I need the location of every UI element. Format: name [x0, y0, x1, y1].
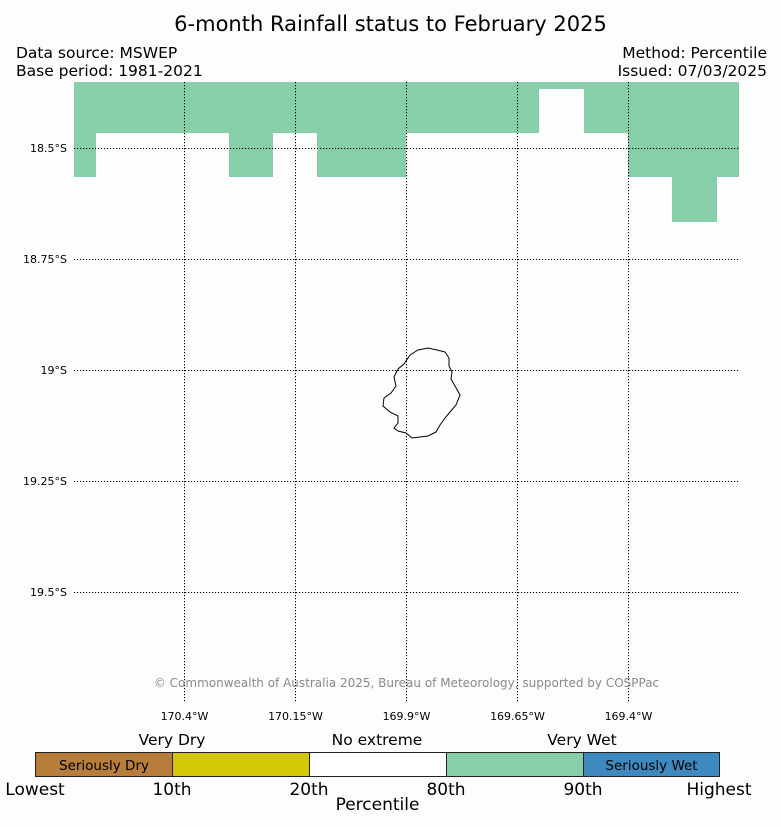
- longitude-labels: 170.4°W 170.15°W 169.9°W 169.65°W 169.4°…: [161, 710, 653, 723]
- issued-text: Issued: 07/03/2025: [617, 62, 767, 80]
- lon-label: 169.4°W: [605, 710, 653, 723]
- latitude-labels: 18.5°S 18.75°S 19°S 19.25°S 19.5°S: [23, 142, 67, 599]
- legend-tick-90th: 90th: [563, 780, 603, 800]
- legend-tick-20th: 20th: [289, 780, 329, 800]
- lon-label: 169.9°W: [383, 710, 431, 723]
- map-title: 6-month Rainfall status to February 2025: [174, 12, 607, 36]
- lat-label: 19.25°S: [23, 475, 67, 488]
- legend-tick-10th: 10th: [152, 780, 192, 800]
- very-wet-area: [74, 82, 739, 222]
- legend-tick-highest: Highest: [686, 780, 752, 800]
- legend-category-very-wet: Very Wet: [547, 731, 617, 749]
- meta-right: Method: Percentile Issued: 07/03/2025: [618, 44, 767, 80]
- meta-left: Data source: MSWEP Base period: 1981-202…: [16, 44, 203, 80]
- method-text: Method: Percentile: [622, 44, 767, 62]
- copyright-text: © Commonwealth of Australia 2025, Bureau…: [153, 676, 660, 690]
- legend-segment-no-extreme: [309, 752, 447, 777]
- lat-label: 18.75°S: [23, 253, 67, 266]
- island-outline: [382, 347, 461, 439]
- legend-tick-80th: 80th: [426, 780, 466, 800]
- legend-segment-seriously-dry: Seriously Dry: [35, 752, 173, 777]
- data-source-text: Data source: MSWEP: [16, 44, 178, 62]
- legend-tick-lowest: Lowest: [5, 780, 65, 800]
- legend-category-no-extreme: No extreme: [331, 731, 423, 749]
- lon-label: 170.4°W: [161, 710, 209, 723]
- lon-label: 170.15°W: [268, 710, 323, 723]
- lat-label: 18.5°S: [30, 142, 67, 155]
- lat-label: 19°S: [41, 364, 67, 377]
- legend-axis-label: Percentile: [335, 795, 420, 815]
- base-period-text: Base period: 1981-2021: [16, 62, 203, 80]
- lon-label: 169.65°W: [490, 710, 545, 723]
- legend-segment-very-dry: [172, 752, 310, 777]
- legend-category-very-dry: Very Dry: [138, 731, 206, 749]
- lat-label: 19.5°S: [30, 586, 67, 599]
- legend-segment-very-wet: [446, 752, 584, 777]
- legend-segment-seriously-wet: Seriously Wet: [583, 752, 720, 777]
